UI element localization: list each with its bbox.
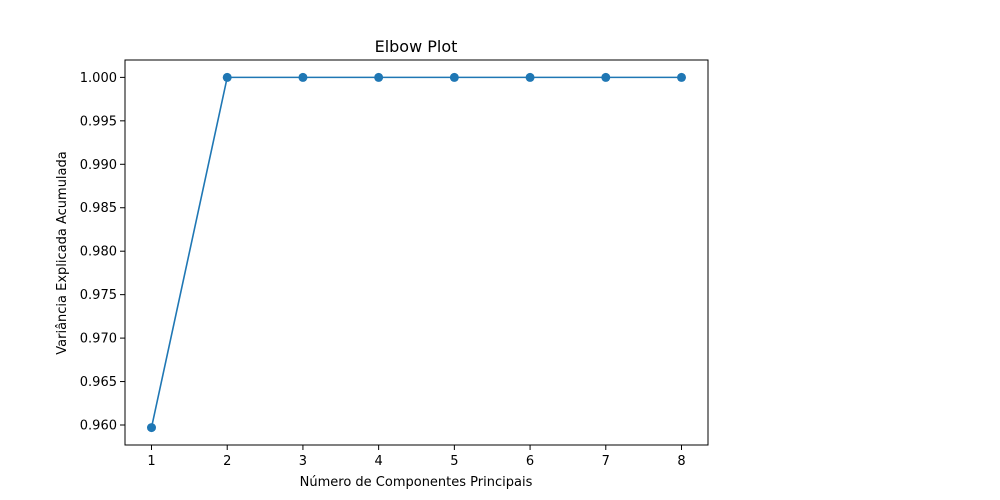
y-tick-label: 0.990 — [80, 158, 117, 173]
x-tick-label: 1 — [147, 454, 155, 469]
x-tick-label: 5 — [450, 454, 458, 469]
data-point — [525, 72, 535, 82]
y-axis-label: Variância Explicada Acumulada — [55, 151, 70, 354]
x-tick-label: 3 — [299, 454, 307, 469]
y-tick-label: 0.970 — [80, 332, 117, 347]
x-tick-label: 7 — [602, 454, 610, 469]
chart-title: Elbow Plot — [375, 37, 458, 56]
y-tick-label: 0.975 — [80, 288, 117, 303]
x-tick-label: 4 — [375, 454, 383, 469]
series-line — [150, 76, 682, 428]
y-axis-ticks: 0.960 0.965 0.970 0.975 0.980 0.985 0.990 0.995… — [80, 71, 125, 434]
plot-frame — [124, 59, 709, 446]
x-axis-label: Número de Componentes Principais — [300, 475, 533, 490]
data-point — [601, 72, 611, 82]
data-point — [374, 72, 384, 82]
y-tick-label: 1.000 — [80, 71, 117, 86]
x-tick-label: 2 — [223, 454, 231, 469]
series-layer — [147, 72, 686, 433]
y-tick-label: 0.995 — [80, 114, 117, 129]
y-tick-label: 0.985 — [80, 201, 117, 216]
y-tick-label: 0.980 — [80, 245, 117, 260]
y-tick-label: 0.960 — [80, 419, 117, 434]
data-point — [147, 423, 156, 433]
y-tick-label: 0.965 — [80, 375, 117, 390]
x-tick-label: 8 — [677, 454, 685, 469]
x-tick-label: 6 — [526, 454, 534, 469]
data-point — [298, 72, 308, 82]
x-axis-ticks: 1 2 3 4 5 6 7 8 — [147, 445, 686, 469]
data-point — [449, 72, 459, 82]
data-point — [222, 72, 232, 82]
data-point — [677, 72, 686, 82]
